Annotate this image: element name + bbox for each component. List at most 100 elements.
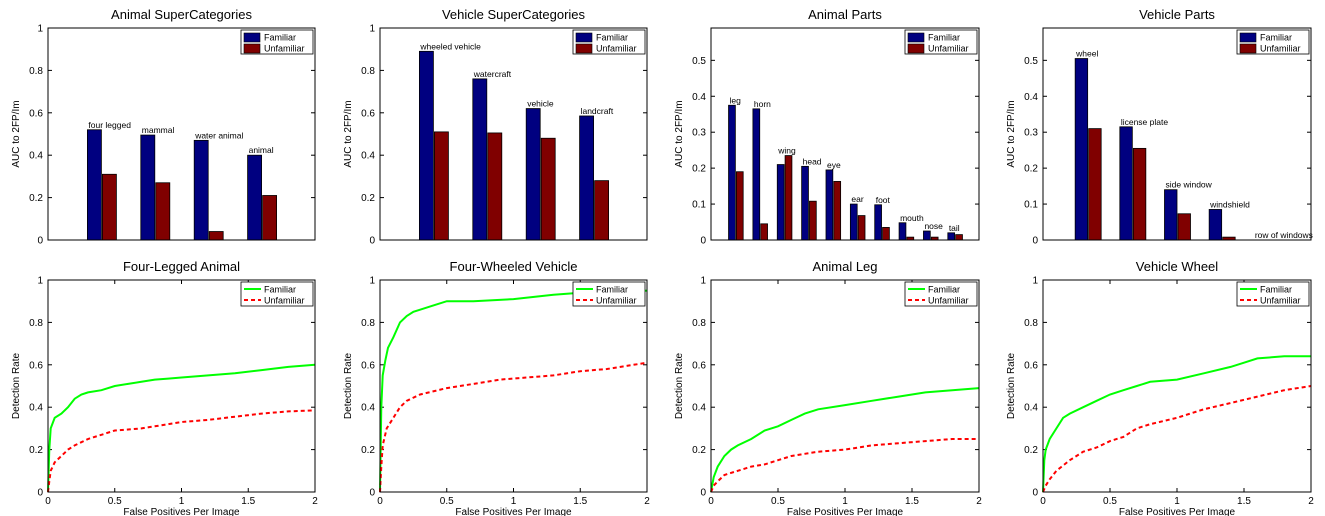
bar-familiar-1	[728, 104, 736, 241]
line-unfamiliar	[379, 361, 648, 493]
y-axis-label: AUC to 2FP/Im	[11, 100, 22, 167]
y-tick-label: 0.4	[692, 403, 706, 414]
y-tick-label: 0.8	[29, 318, 43, 329]
line-unfamiliar	[47, 409, 316, 493]
y-axis-label: Detection Rate	[1006, 352, 1017, 419]
plot-frame	[1042, 279, 1312, 493]
y-tick-label: 0.5	[692, 56, 706, 67]
category-label: foot	[876, 195, 891, 205]
chart-panel-4: Vehicle Parts AUC to 2FP/Im 0 0.1 0.2 0.3 0.4 0…	[1006, 7, 1313, 247]
bar-unfamiliar-1	[102, 173, 117, 241]
legend-label: Unfamiliar	[928, 44, 969, 54]
plot-frame	[710, 27, 980, 241]
category-label: landcraft	[581, 106, 614, 116]
y-tick-label: 0	[369, 236, 375, 247]
bar-unfamiliar-1	[433, 131, 449, 241]
bar-familiar-10	[947, 232, 956, 241]
chart-panel-3: Animal Parts AUC to 2FP/Im 0 0.1 0.2 0.3 0.4 0.…	[674, 7, 980, 247]
chart-panel-7: Animal Leg Detection Rate 0 0.2 0.4 0.6 0.8 1 0 0…	[674, 259, 982, 516]
category-label: animal	[249, 145, 274, 155]
y-tick-label: 0.5	[1024, 56, 1038, 67]
line-familiar	[379, 289, 648, 493]
chart-title: Vehicle Wheel	[1136, 259, 1218, 274]
bar-unfamiliar-2	[760, 223, 768, 241]
legend-label: Unfamiliar	[596, 44, 637, 54]
y-tick-label: 0	[369, 488, 375, 499]
legend-swatch	[907, 43, 925, 54]
bar-unfamiliar-1	[735, 171, 744, 241]
category-label: four legged	[88, 120, 131, 130]
y-tick-label: 0.6	[1024, 360, 1038, 371]
chart-panel-8: Vehicle Wheel Detection Rate 0 0.2 0.4 0.6 0.8…	[1006, 259, 1314, 516]
category-label: head	[803, 156, 822, 166]
bar-unfamiliar-3	[208, 231, 224, 241]
y-axis-label: Detection Rate	[674, 352, 685, 419]
bar-familiar-3	[193, 139, 209, 241]
x-tick-label: 2	[644, 496, 650, 507]
x-tick-label: 0.5	[771, 496, 785, 507]
category-label: ear	[851, 194, 863, 204]
x-tick-label: 2	[1308, 496, 1314, 507]
x-axis-label: False Positives Per Image	[455, 507, 572, 516]
x-axis-label: False Positives Per Image	[1119, 507, 1236, 516]
x-tick-label: 1	[179, 496, 185, 507]
line-unfamiliar	[710, 438, 979, 493]
plot-frame	[379, 27, 648, 241]
x-axis-label: False Positives Per Image	[123, 507, 240, 516]
legend-label: Familiar	[928, 33, 960, 43]
bar-familiar-2	[752, 108, 761, 241]
chart-title: Animal Leg	[812, 259, 877, 274]
plot-frame	[47, 27, 316, 241]
legend-swatch	[1239, 32, 1257, 43]
chart-title: Animal SuperCategories	[111, 7, 252, 22]
bar-familiar-1	[1074, 58, 1089, 241]
y-tick-label: 0.4	[1024, 92, 1038, 103]
y-tick-label: 0.1	[692, 200, 706, 211]
y-tick-label: 0.6	[692, 360, 706, 371]
legend-box	[572, 281, 646, 307]
legend-label: Unfamiliar	[928, 296, 969, 306]
bar-familiar-1	[418, 50, 434, 241]
bar-familiar-4	[247, 154, 263, 241]
y-tick-label: 0.4	[361, 403, 375, 414]
category-label: row of windows	[1255, 230, 1313, 240]
legend-swatch	[1239, 43, 1257, 54]
y-tick-label: 0.6	[361, 360, 375, 371]
y-tick-label: 0.2	[361, 193, 375, 204]
legend-label: Familiar	[1260, 285, 1292, 295]
legend-label: Unfamiliar	[1260, 44, 1301, 54]
category-label: horn	[754, 99, 771, 109]
y-tick-label: 0.8	[1024, 318, 1038, 329]
x-tick-label: 0.5	[440, 496, 454, 507]
category-label: side window	[1165, 180, 1212, 190]
category-label: wing	[777, 146, 796, 156]
legend-label: Familiar	[264, 33, 296, 43]
chart-panel-5: Four-Legged Animal Detection Rate 0 0.2 0.4 0…	[11, 259, 318, 516]
category-label: license plate	[1121, 117, 1169, 127]
y-tick-label: 1	[369, 24, 375, 35]
legend-box	[1236, 281, 1310, 307]
category-label: wheel	[1075, 49, 1098, 59]
x-tick-label: 0.5	[108, 496, 122, 507]
line-familiar	[47, 363, 316, 493]
bar-familiar-7	[874, 204, 882, 241]
bar-familiar-6	[849, 203, 858, 241]
chart-title: Vehicle Parts	[1139, 7, 1215, 22]
legend-box	[904, 281, 978, 307]
bar-familiar-2	[140, 134, 156, 241]
x-tick-label: 0	[1040, 496, 1046, 507]
category-label: vehicle	[527, 99, 554, 109]
legend-swatch	[907, 32, 925, 43]
category-label: mouth	[900, 213, 924, 223]
category-label: nose	[924, 221, 943, 231]
y-tick-label: 0	[37, 236, 43, 247]
y-tick-label: 0.8	[692, 318, 706, 329]
y-tick-label: 0.4	[1024, 403, 1038, 414]
y-tick-label: 0.3	[692, 128, 706, 139]
